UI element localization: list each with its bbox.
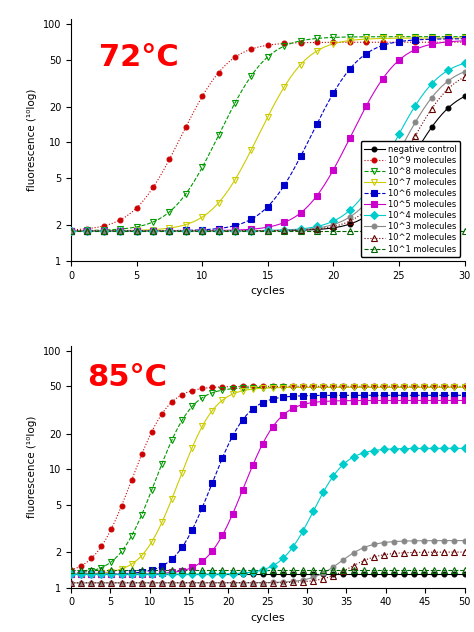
Y-axis label: fluorescence (¹⁰log): fluorescence (¹⁰log) xyxy=(27,88,37,191)
Legend: negative control, 10^9 molecules, 10^8 molecules, 10^7 molecules, 10^6 molecules: negative control, 10^9 molecules, 10^8 m… xyxy=(361,142,460,257)
Text: 72°C: 72°C xyxy=(99,43,178,72)
X-axis label: cycles: cycles xyxy=(250,286,285,296)
Text: 85°C: 85°C xyxy=(87,363,167,392)
Y-axis label: fluorescence (¹⁰log): fluorescence (¹⁰log) xyxy=(27,416,37,518)
X-axis label: cycles: cycles xyxy=(250,613,285,623)
